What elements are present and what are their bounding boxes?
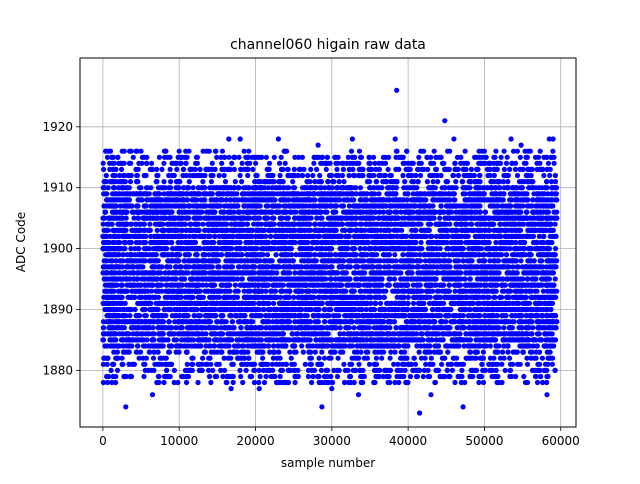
- data-point: [403, 276, 408, 281]
- data-point: [200, 222, 205, 227]
- data-point: [250, 210, 255, 215]
- data-point: [183, 337, 188, 342]
- data-point: [392, 276, 397, 281]
- data-point: [437, 228, 442, 233]
- data-point: [381, 252, 386, 257]
- data-point: [375, 337, 380, 342]
- data-point: [468, 222, 473, 227]
- data-point: [307, 228, 312, 233]
- data-point: [545, 185, 550, 190]
- data-point: [437, 216, 442, 221]
- data-point: [133, 307, 138, 312]
- data-point: [144, 313, 149, 318]
- data-point: [378, 301, 383, 306]
- data-point: [271, 301, 276, 306]
- data-point: [435, 252, 440, 257]
- data-point: [400, 252, 405, 257]
- data-point: [115, 222, 120, 227]
- data-point: [461, 191, 466, 196]
- data-point: [101, 325, 106, 330]
- data-point: [398, 276, 403, 281]
- data-point: [328, 216, 333, 221]
- data-point: [553, 246, 558, 251]
- data-point: [358, 185, 363, 190]
- data-point: [293, 252, 298, 257]
- data-point: [530, 325, 535, 330]
- data-point: [271, 337, 276, 342]
- data-point: [289, 276, 294, 281]
- data-point: [536, 252, 541, 257]
- data-point: [507, 325, 512, 330]
- data-point: [229, 210, 234, 215]
- data-point: [357, 307, 362, 312]
- data-point: [130, 210, 135, 215]
- data-point: [540, 240, 545, 245]
- data-point: [419, 240, 424, 245]
- data-point: [341, 203, 346, 208]
- data-point: [230, 301, 235, 306]
- data-point: [535, 343, 540, 348]
- data-point: [406, 295, 411, 300]
- data-point: [191, 185, 196, 190]
- data-point: [127, 313, 132, 318]
- data-point: [245, 216, 250, 221]
- data-point: [238, 325, 243, 330]
- data-point: [492, 203, 497, 208]
- data-point: [328, 307, 333, 312]
- chart-title: channel060 higain raw data: [230, 37, 426, 53]
- data-point: [115, 197, 120, 202]
- data-point: [123, 301, 128, 306]
- data-point: [117, 240, 122, 245]
- data-point: [477, 258, 482, 263]
- data-point: [226, 191, 231, 196]
- data-point: [401, 185, 406, 190]
- data-point: [320, 295, 325, 300]
- data-point: [411, 301, 416, 306]
- data-point: [309, 216, 314, 221]
- data-point: [531, 234, 536, 239]
- data-point: [524, 210, 529, 215]
- data-point: [147, 222, 152, 227]
- data-point: [496, 270, 501, 275]
- data-point: [239, 252, 244, 257]
